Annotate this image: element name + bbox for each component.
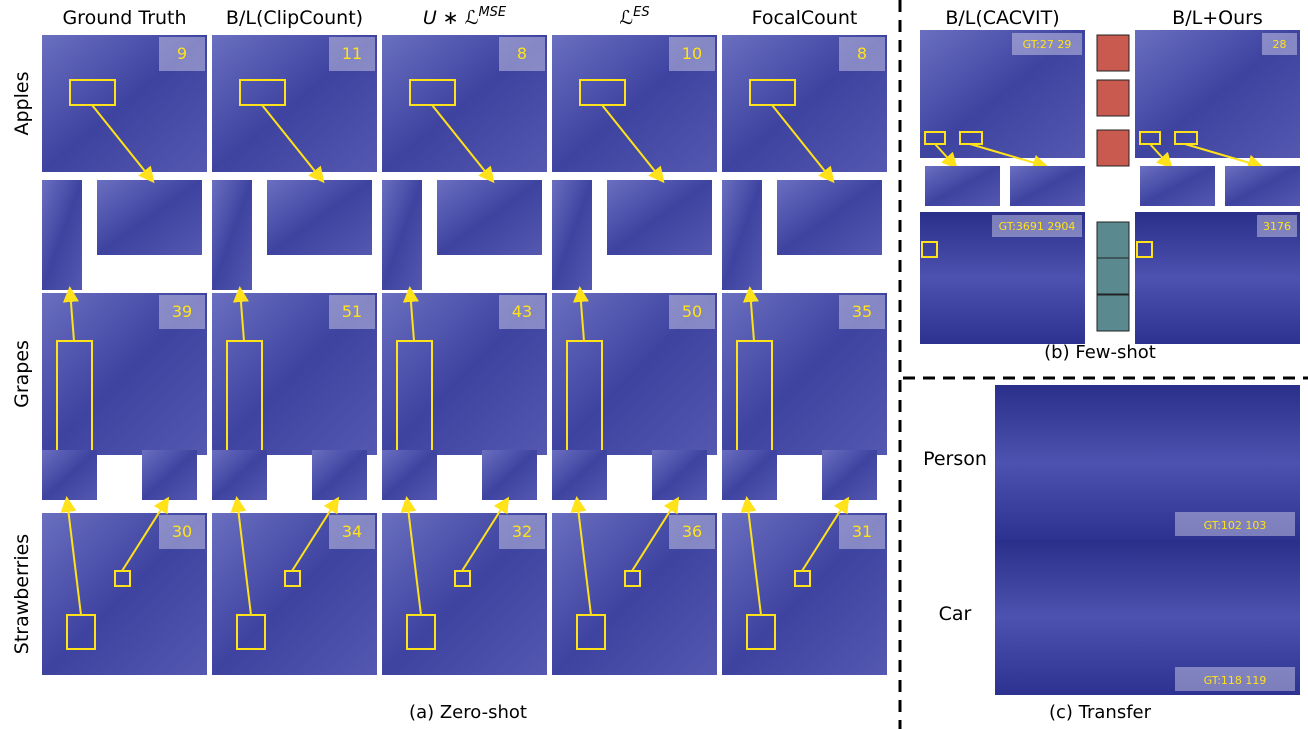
count-label: 51	[342, 302, 362, 321]
exemplar	[1097, 35, 1129, 71]
exemplar	[1097, 295, 1129, 331]
row-label: Grapes	[11, 340, 33, 408]
count-label: 50	[682, 302, 702, 321]
count-label: 35	[852, 302, 872, 321]
image	[212, 450, 267, 500]
image	[1010, 166, 1085, 206]
figure: (a) Zero-shot (b) Few-shot (c) Transfer …	[0, 0, 1308, 729]
count-label: 8	[857, 44, 867, 63]
exemplar	[1097, 258, 1129, 294]
column-header: B/L(ClipCount)	[226, 7, 363, 29]
image	[652, 450, 707, 500]
count-label: 8	[517, 44, 527, 63]
exemplar	[1097, 130, 1129, 166]
count-label: GT:102 103	[1204, 519, 1267, 532]
header-text: B/L(ClipCount)	[226, 7, 363, 29]
row-label: Person	[923, 448, 987, 470]
row-label: Strawberries	[11, 534, 33, 654]
image	[925, 166, 1000, 206]
count-label: 32	[512, 522, 532, 541]
count-label: GT:3691 2904	[999, 220, 1076, 233]
image	[777, 180, 882, 255]
count-label: 39	[172, 302, 192, 321]
header-sup: MSE	[478, 5, 506, 20]
caption: (a) Zero-shot	[409, 702, 527, 723]
header-text: U ∗ ℒ	[423, 7, 479, 29]
count-label: 30	[172, 522, 192, 541]
image	[1225, 166, 1300, 206]
column-header: Ground Truth	[62, 7, 186, 29]
image	[42, 180, 82, 290]
header-sup: ES	[633, 5, 649, 20]
row-label: Car	[939, 603, 972, 625]
count-label: 43	[512, 302, 532, 321]
count-label: 31	[852, 522, 872, 541]
image	[482, 450, 537, 500]
column-header: B/L+Ours	[1172, 7, 1263, 29]
column-header: U ∗ ℒMSE	[423, 5, 507, 29]
header-text: ℒ	[619, 7, 633, 29]
image	[42, 450, 97, 500]
column-header: ℒES	[619, 5, 649, 29]
count-label: 9	[177, 44, 187, 63]
image	[437, 180, 542, 255]
image	[552, 450, 607, 500]
column-header: B/L(CACVIT)	[945, 7, 1059, 29]
image	[212, 180, 252, 290]
image	[552, 180, 592, 290]
image	[607, 180, 712, 255]
header-text: FocalCount	[752, 7, 858, 29]
image	[267, 180, 372, 255]
count-label: 11	[342, 44, 362, 63]
count-label: 34	[342, 522, 362, 541]
image	[822, 450, 877, 500]
image	[382, 450, 437, 500]
caption: (b) Few-shot	[1044, 342, 1156, 363]
image	[1140, 166, 1215, 206]
header-text: Ground Truth	[62, 7, 186, 29]
image	[722, 180, 762, 290]
image	[142, 450, 197, 500]
count-label: 3176	[1263, 220, 1291, 233]
count-label: 10	[682, 44, 702, 63]
image	[722, 450, 777, 500]
caption: (c) Transfer	[1049, 702, 1152, 723]
exemplar	[1097, 222, 1129, 258]
column-header: FocalCount	[752, 7, 858, 29]
count-label: 28	[1273, 38, 1287, 51]
image	[312, 450, 367, 500]
count-label: GT:27 29	[1023, 38, 1072, 51]
count-label: 36	[682, 522, 702, 541]
count-label: GT:118 119	[1204, 674, 1267, 687]
image	[382, 180, 422, 290]
row-label: Apples	[11, 72, 33, 136]
image	[97, 180, 202, 255]
exemplar	[1097, 80, 1129, 116]
